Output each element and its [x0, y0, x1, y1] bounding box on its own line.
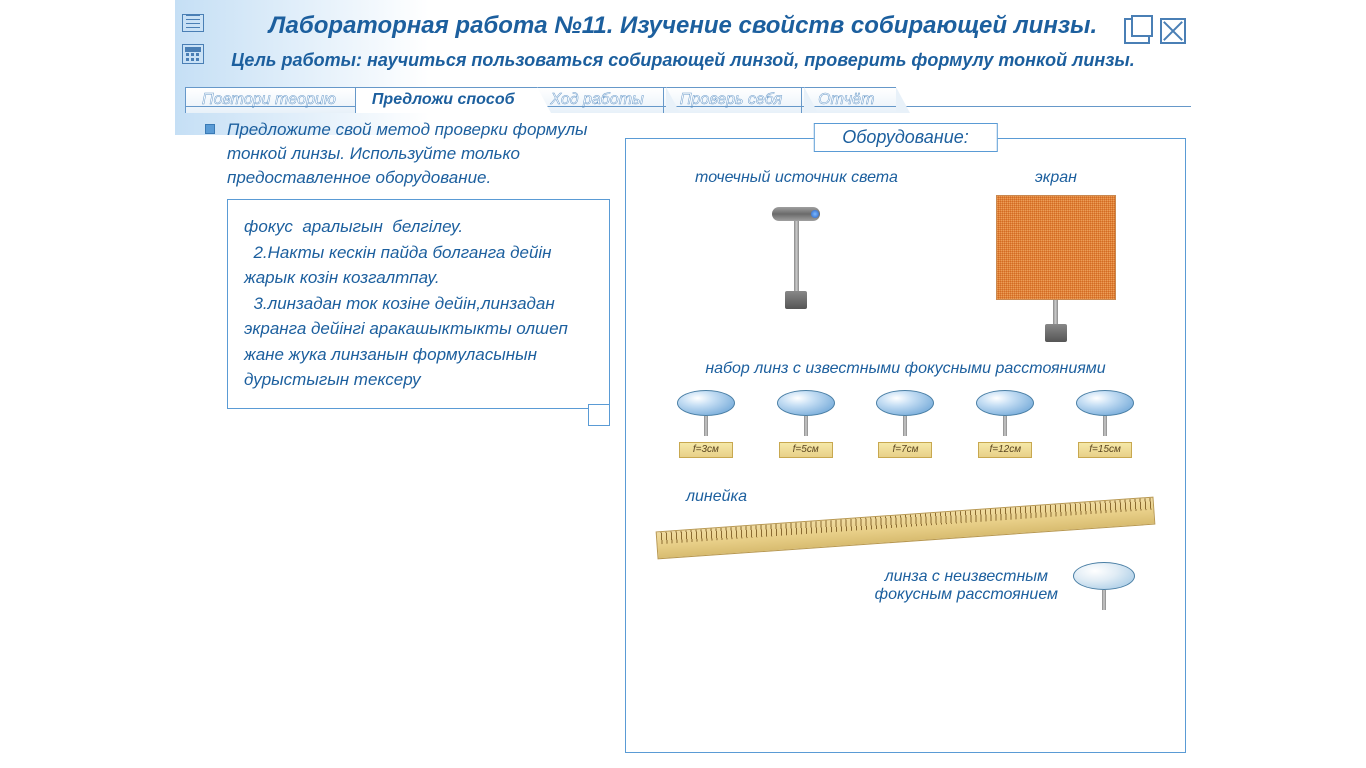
- lens-shape: [976, 390, 1034, 416]
- lens-shape: [677, 390, 735, 416]
- left-panel: Предложите свой метод проверки формулы т…: [205, 118, 625, 753]
- tab-theory[interactable]: Повтори теорию: [185, 87, 358, 113]
- close-icon[interactable]: [1160, 18, 1186, 44]
- bullet-icon: [205, 124, 215, 134]
- source-head: [772, 207, 820, 221]
- tab-procedure[interactable]: Ход работы: [534, 87, 666, 113]
- lens-rod: [704, 416, 708, 436]
- lens-item-2[interactable]: f=5см: [777, 390, 835, 458]
- lens-label: f=15см: [1078, 442, 1132, 458]
- lens-rod: [1003, 416, 1007, 436]
- lens-unknown-shape: [1073, 562, 1135, 590]
- instruction-block: Предложите свой метод проверки формулы т…: [205, 118, 610, 409]
- lens-rod: [1103, 416, 1107, 436]
- lens-item-1[interactable]: f=3см: [677, 390, 735, 458]
- list-icon[interactable]: [182, 14, 204, 32]
- tab-underline: [185, 106, 1191, 107]
- calculator-icon[interactable]: [182, 44, 204, 64]
- lens-label: f=3см: [679, 442, 733, 458]
- lens-row: f=3см f=5см f=7см f=12см: [646, 390, 1165, 458]
- lens-set-label: набор линз с известными фокусными рассто…: [646, 360, 1165, 378]
- light-source-label: точечный источник света: [695, 169, 898, 187]
- lens-item-3[interactable]: f=7см: [876, 390, 934, 458]
- screen-label: экран: [996, 169, 1116, 187]
- lens-shape: [777, 390, 835, 416]
- lens-item-5[interactable]: f=15см: [1076, 390, 1134, 458]
- ruler-graphic[interactable]: [656, 497, 1156, 560]
- tabs: Повтори теорию Предложи способ Ход работ…: [185, 87, 1181, 115]
- source-base: [785, 291, 807, 309]
- unknown-lens-row: линза с неизвестным фокусным расстоянием: [646, 562, 1165, 610]
- top-right-icons: [1124, 18, 1186, 44]
- equipment-title: Оборудование:: [813, 123, 997, 152]
- lens-label: f=5см: [779, 442, 833, 458]
- lens-shape: [876, 390, 934, 416]
- instruction-text: Предложите свой метод проверки формулы т…: [227, 118, 610, 189]
- unknown-lens-graphic[interactable]: [1073, 562, 1135, 610]
- screen-base: [1045, 324, 1067, 342]
- light-source-graphic[interactable]: [695, 207, 898, 309]
- lens-item-4[interactable]: f=12см: [976, 390, 1034, 458]
- resize-handle[interactable]: [588, 404, 610, 426]
- tab-method[interactable]: Предложи способ: [355, 87, 537, 113]
- main-content: Предложите свой метод проверки формулы т…: [205, 118, 1186, 753]
- lens-rod: [804, 416, 808, 436]
- light-source-item: точечный источник света: [695, 169, 898, 342]
- screen-item: экран: [996, 169, 1116, 342]
- lens-label: f=7см: [878, 442, 932, 458]
- lens-rod: [903, 416, 907, 436]
- screen-surface: [996, 195, 1116, 300]
- source-rod: [794, 221, 799, 291]
- page-subtitle: Цель работы: научиться пользоваться соби…: [0, 50, 1366, 71]
- equipment-row-1: точечный источник света экран: [646, 169, 1165, 342]
- answer-content: фокус аралыгын белгілеу. 2.Накты кескін …: [244, 214, 593, 393]
- lens-label: f=12см: [978, 442, 1032, 458]
- equipment-panel: Оборудование: точечный источник света эк…: [625, 138, 1186, 753]
- equipment-content: точечный источник света экран: [626, 139, 1185, 752]
- tab-check[interactable]: Проверь себя: [663, 87, 804, 113]
- lens-shape: [1076, 390, 1134, 416]
- maximize-icon[interactable]: [1124, 18, 1150, 44]
- screen-rod: [1053, 300, 1058, 324]
- screen-graphic[interactable]: [996, 195, 1116, 342]
- unknown-lens-label: линза с неизвестным фокусным расстоянием: [875, 568, 1058, 604]
- top-left-icons: [182, 14, 204, 64]
- answer-textarea[interactable]: фокус аралыгын белгілеу. 2.Накты кескін …: [227, 199, 610, 409]
- lens-unknown-rod: [1102, 590, 1106, 610]
